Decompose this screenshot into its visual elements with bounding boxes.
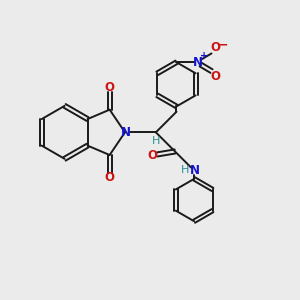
Text: H: H bbox=[181, 165, 189, 175]
Text: N: N bbox=[121, 126, 131, 139]
Text: N: N bbox=[190, 164, 200, 177]
Text: H: H bbox=[152, 136, 160, 146]
Text: O: O bbox=[210, 41, 220, 54]
Text: N: N bbox=[193, 56, 203, 69]
Text: +: + bbox=[200, 51, 208, 62]
Text: −: − bbox=[218, 38, 229, 51]
Text: O: O bbox=[210, 70, 220, 83]
Text: O: O bbox=[105, 81, 115, 94]
Text: O: O bbox=[105, 171, 115, 184]
Text: O: O bbox=[147, 148, 157, 161]
